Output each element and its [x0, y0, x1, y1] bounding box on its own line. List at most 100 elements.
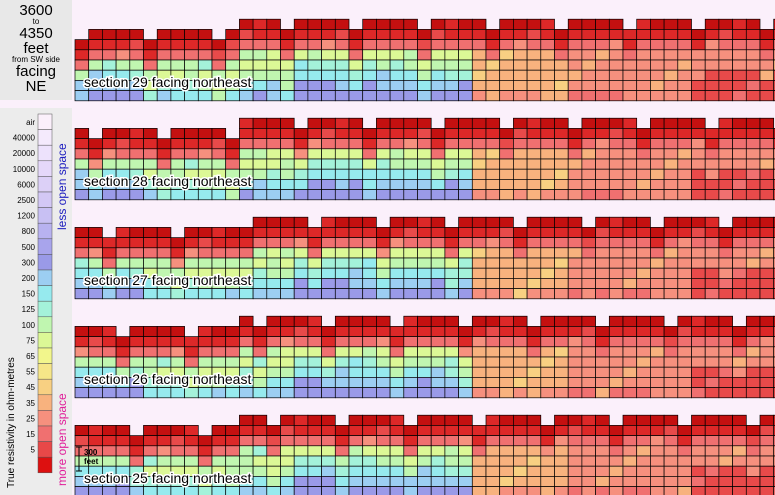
resistivity-cell — [458, 138, 473, 150]
resistivity-cell — [252, 216, 268, 228]
resistivity-cell — [513, 356, 528, 368]
resistivity-cell — [608, 148, 624, 160]
resistivity-cell — [280, 445, 295, 457]
resistivity-cell — [225, 435, 240, 447]
resistivity-cell — [691, 69, 706, 81]
resistivity-cell — [773, 148, 775, 160]
resistivity-cell — [239, 445, 254, 457]
resistivity-cell — [485, 366, 501, 378]
resistivity-cell — [197, 49, 213, 61]
resistivity-cell — [403, 247, 418, 259]
resistivity-cell — [88, 237, 103, 249]
resistivity-cell — [266, 179, 281, 190]
resistivity-cell — [650, 278, 665, 289]
resistivity-cell — [540, 445, 555, 457]
resistivity-cell — [458, 49, 473, 61]
resistivity-cell — [704, 267, 720, 279]
resistivity-cell — [266, 465, 281, 477]
resistivity-cell — [280, 377, 295, 388]
resistivity-cell — [745, 138, 761, 150]
resistivity-cell — [485, 117, 501, 129]
resistivity-cell — [513, 377, 528, 388]
resistivity-cell — [650, 476, 665, 487]
resistivity-cell — [362, 435, 377, 447]
resistivity-cell — [458, 414, 473, 426]
resistivity-cell — [225, 148, 240, 160]
legend-label: 45 — [26, 383, 35, 392]
resistivity-cell — [143, 486, 158, 495]
resistivity-cell — [334, 29, 350, 40]
resistivity-cell — [74, 148, 90, 160]
resistivity-cell — [677, 377, 692, 388]
resistivity-legend: air 40000 20000 10000 6000 2500 1200 800 500 300 2… — [0, 108, 72, 495]
resistivity-cell — [608, 257, 624, 269]
resistivity-cell — [595, 168, 610, 180]
resistivity-cell — [650, 128, 665, 139]
resistivity-cell — [417, 267, 432, 279]
resistivity-cell — [129, 387, 144, 399]
resistivity-cell — [513, 366, 528, 378]
resistivity-cell — [170, 39, 185, 51]
resistivity-cell — [321, 356, 336, 368]
resistivity-cell — [184, 148, 199, 160]
resistivity-cell — [636, 69, 651, 81]
resistivity-cell — [526, 18, 542, 30]
resistivity-cell — [745, 128, 761, 139]
resistivity-cell — [691, 216, 706, 228]
resistivity-cell — [540, 476, 555, 487]
resistivity-cell — [554, 476, 569, 487]
resistivity-cell — [321, 29, 336, 40]
resistivity-cell — [526, 257, 542, 269]
resistivity-cell — [334, 117, 350, 129]
resistivity-cell — [608, 237, 624, 249]
resistivity-cell — [704, 315, 720, 327]
resistivity-cell — [773, 425, 775, 436]
resistivity-cell — [567, 69, 583, 81]
resistivity-cell — [540, 90, 555, 102]
resistivity-cell — [321, 148, 336, 160]
resistivity-cell — [430, 445, 446, 457]
resistivity-cell — [526, 465, 542, 477]
resistivity-cell — [334, 216, 350, 228]
resistivity-cell — [444, 288, 459, 300]
resistivity-cell — [389, 168, 405, 180]
resistivity-cell — [417, 356, 432, 368]
resistivity-cell — [417, 80, 432, 91]
resistivity-cell — [348, 414, 364, 426]
resistivity-cell — [252, 267, 268, 279]
resistivity-cell — [334, 435, 350, 447]
resistivity-cell — [417, 59, 432, 71]
resistivity-cell — [567, 336, 583, 348]
resistivity-cell — [211, 138, 227, 150]
resistivity-cell — [376, 80, 391, 91]
resistivity-cell — [745, 257, 761, 269]
resistivity-cell — [334, 168, 350, 180]
resistivity-cell — [595, 377, 610, 388]
resistivity-cell — [745, 59, 761, 71]
resistivity-cell — [458, 257, 473, 269]
legend-swatch — [37, 456, 53, 474]
resistivity-cell — [471, 486, 487, 495]
resistivity-cell — [376, 257, 391, 269]
resistivity-cell — [732, 247, 747, 259]
resistivity-cell — [663, 158, 679, 170]
resistivity-cell — [321, 288, 336, 300]
resistivity-cell — [362, 445, 377, 457]
resistivity-cell — [663, 435, 679, 447]
resistivity-cell — [650, 425, 665, 436]
resistivity-cell — [115, 257, 131, 269]
resistivity-cell — [156, 227, 172, 238]
resistivity-cell — [348, 315, 364, 327]
resistivity-cell — [704, 216, 720, 228]
resistivity-cell — [129, 189, 144, 201]
resistivity-cell — [540, 377, 555, 388]
resistivity-cell — [444, 227, 459, 238]
resistivity-cell — [526, 377, 542, 388]
resistivity-cell — [444, 336, 459, 348]
resistivity-cell — [704, 29, 720, 40]
resistivity-cell — [239, 148, 254, 160]
resistivity-cell — [704, 445, 720, 457]
resistivity-cell — [280, 29, 295, 40]
resistivity-cell — [143, 346, 158, 358]
resistivity-cell — [677, 346, 692, 358]
